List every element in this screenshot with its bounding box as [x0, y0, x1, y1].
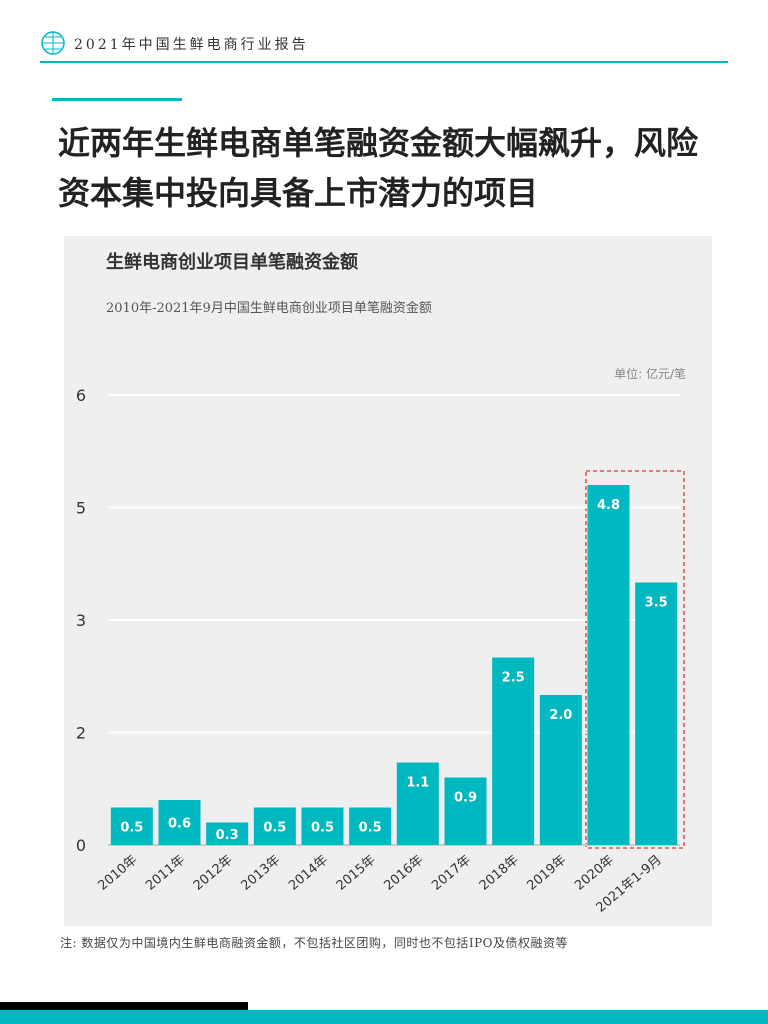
bar — [253, 807, 296, 845]
footer-band — [0, 1010, 768, 1024]
y-tick-label: 0 — [76, 836, 86, 855]
value-label: 0.5 — [359, 820, 382, 835]
y-tick-label: 5 — [76, 499, 86, 518]
value-label: 0.9 — [454, 791, 477, 806]
accent-bar — [52, 98, 182, 101]
bar — [349, 807, 392, 845]
unit-label: 单位: 亿元/笔 — [614, 366, 686, 381]
bar — [206, 822, 249, 845]
value-label: 0.5 — [120, 820, 143, 835]
header-rule — [40, 61, 728, 63]
value-label: 0.5 — [311, 820, 334, 835]
value-label: 0.5 — [263, 820, 286, 835]
y-tick-label: 3 — [76, 611, 86, 630]
y-tick-label: 2 — [76, 724, 86, 743]
chart-title: 生鲜电商创业项目单笔融资金额 — [106, 251, 358, 273]
highlight-box — [585, 470, 685, 849]
value-label: 0.3 — [216, 828, 239, 843]
bar — [635, 582, 678, 845]
bar — [587, 485, 630, 845]
y-tick-label: 6 — [76, 386, 86, 405]
value-label: 3.5 — [645, 596, 668, 611]
bar — [158, 800, 201, 845]
bar — [301, 807, 344, 845]
bar — [110, 807, 153, 845]
value-label: 4.8 — [597, 498, 620, 513]
bar — [539, 695, 582, 845]
value-label: 1.1 — [406, 776, 429, 791]
footer-bar — [0, 1002, 248, 1010]
bar — [396, 762, 439, 845]
chart-subtitle: 2010年-2021年9月中国生鲜电商创业项目单笔融资金额 — [106, 300, 432, 316]
value-label: 2.0 — [549, 708, 572, 723]
headline: 近两年生鲜电商单笔融资金额大幅飙升，风险资本集中投向具备上市潜力的项目 — [58, 124, 699, 212]
bar — [492, 657, 535, 845]
value-label: 2.5 — [502, 671, 525, 686]
bar — [444, 777, 487, 845]
logo — [41, 31, 65, 55]
footnote: 注: 数据仅为中国境内生鲜电商融资金额，不包括社区团购，同时也不包括IPO及债权… — [60, 936, 569, 950]
value-label: 0.6 — [168, 817, 191, 832]
header-title: 2021年中国生鲜电商行业报告 — [74, 37, 309, 53]
